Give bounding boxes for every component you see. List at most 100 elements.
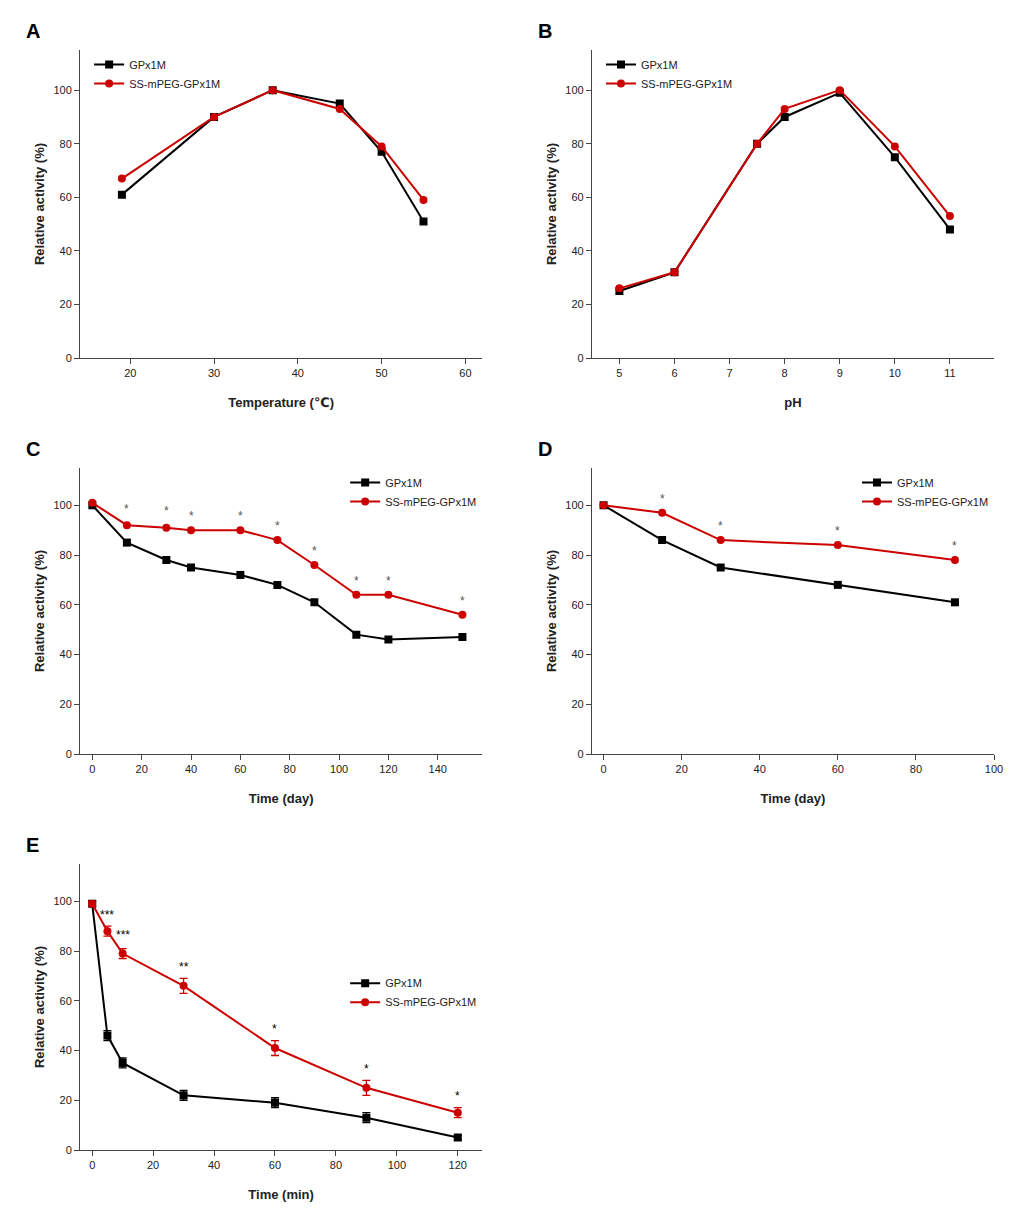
svg-text:20: 20 [147, 1159, 159, 1171]
svg-text:20: 20 [571, 298, 583, 310]
svg-text:GPx1M: GPx1M [385, 477, 422, 489]
svg-text:40: 40 [208, 1159, 220, 1171]
svg-text:20: 20 [60, 298, 72, 310]
svg-text:60: 60 [60, 599, 72, 611]
svg-text:0: 0 [66, 1144, 72, 1156]
svg-text:9: 9 [837, 367, 843, 379]
svg-text:pH: pH [784, 395, 801, 410]
svg-text:80: 80 [284, 763, 296, 775]
svg-text:100: 100 [985, 763, 1003, 775]
svg-text:10: 10 [889, 367, 901, 379]
svg-text:**: ** [179, 960, 189, 974]
svg-text:100: 100 [565, 84, 583, 96]
svg-text:40: 40 [292, 367, 304, 379]
svg-text:0: 0 [578, 352, 584, 364]
svg-text:80: 80 [60, 945, 72, 957]
svg-text:*: * [354, 574, 359, 588]
svg-text:30: 30 [208, 367, 220, 379]
svg-text:7: 7 [727, 367, 733, 379]
svg-text:60: 60 [234, 763, 246, 775]
svg-text:40: 40 [571, 245, 583, 257]
svg-text:*: * [455, 1089, 460, 1103]
svg-text:***: *** [116, 928, 130, 942]
svg-text:GPx1M: GPx1M [385, 977, 422, 989]
svg-text:40: 40 [185, 763, 197, 775]
svg-text:*: * [460, 594, 465, 608]
svg-text:SS-mPEG-GPx1M: SS-mPEG-GPx1M [385, 496, 476, 508]
svg-text:11: 11 [944, 367, 955, 379]
svg-text:D: D [538, 438, 552, 460]
svg-text:60: 60 [60, 191, 72, 203]
svg-text:60: 60 [459, 367, 471, 379]
svg-text:0: 0 [89, 1159, 95, 1171]
svg-text:Relative activity (%): Relative activity (%) [32, 946, 47, 1068]
svg-text:0: 0 [578, 748, 584, 760]
svg-text:Time (day): Time (day) [761, 791, 826, 806]
svg-text:SS-mPEG-GPx1M: SS-mPEG-GPx1M [385, 996, 476, 1008]
svg-text:Relative activity (%): Relative activity (%) [544, 143, 559, 265]
svg-text:100: 100 [565, 499, 583, 511]
svg-text:120: 120 [449, 1159, 467, 1171]
svg-text:100: 100 [53, 895, 71, 907]
svg-text:80: 80 [571, 549, 583, 561]
svg-text:40: 40 [60, 648, 72, 660]
svg-text:*: * [364, 1062, 369, 1076]
svg-text:60: 60 [269, 1159, 281, 1171]
svg-text:0: 0 [600, 763, 606, 775]
svg-text:50: 50 [375, 367, 387, 379]
svg-text:*: * [835, 524, 840, 538]
svg-text:100: 100 [388, 1159, 406, 1171]
svg-text:*: * [275, 519, 280, 533]
svg-text:40: 40 [571, 648, 583, 660]
svg-text:40: 40 [754, 763, 766, 775]
svg-text:80: 80 [910, 763, 922, 775]
svg-text:80: 80 [330, 1159, 342, 1171]
svg-text:60: 60 [832, 763, 844, 775]
svg-text:SS-mPEG-GPx1M: SS-mPEG-GPx1M [641, 78, 732, 90]
svg-text:*: * [272, 1022, 277, 1036]
svg-text:Relative activity (%): Relative activity (%) [32, 550, 47, 672]
svg-text:*: * [124, 502, 129, 516]
svg-text:Time (min): Time (min) [248, 1187, 314, 1202]
svg-text:Relative activity (%): Relative activity (%) [32, 143, 47, 265]
svg-text:100: 100 [53, 84, 71, 96]
svg-text:80: 80 [60, 549, 72, 561]
svg-text:*: * [718, 519, 723, 533]
svg-text:GPx1M: GPx1M [897, 477, 934, 489]
svg-text:SS-mPEG-GPx1M: SS-mPEG-GPx1M [897, 496, 988, 508]
svg-text:E: E [26, 834, 39, 856]
svg-text:100: 100 [330, 763, 348, 775]
svg-text:*: * [238, 509, 243, 523]
svg-text:20: 20 [60, 698, 72, 710]
svg-text:0: 0 [89, 763, 95, 775]
svg-text:20: 20 [124, 367, 136, 379]
svg-text:SS-mPEG-GPx1M: SS-mPEG-GPx1M [129, 78, 220, 90]
svg-text:5: 5 [616, 367, 622, 379]
svg-text:*: * [164, 504, 169, 518]
svg-text:Time (day): Time (day) [249, 791, 314, 806]
svg-text:*: * [386, 574, 391, 588]
svg-text:GPx1M: GPx1M [129, 59, 166, 71]
svg-text:20: 20 [571, 698, 583, 710]
svg-text:100: 100 [53, 499, 71, 511]
svg-text:*: * [952, 539, 957, 553]
svg-text:40: 40 [60, 245, 72, 257]
svg-text:6: 6 [671, 367, 677, 379]
svg-text:60: 60 [571, 191, 583, 203]
svg-text:A: A [26, 20, 40, 42]
svg-text:60: 60 [60, 995, 72, 1007]
svg-text:Temperature (℃): Temperature (℃) [228, 395, 334, 410]
svg-text:80: 80 [571, 138, 583, 150]
svg-text:20: 20 [136, 763, 148, 775]
svg-text:C: C [26, 438, 40, 460]
svg-text:8: 8 [782, 367, 788, 379]
svg-text:20: 20 [676, 763, 688, 775]
svg-text:0: 0 [66, 352, 72, 364]
svg-text:*: * [312, 544, 317, 558]
svg-text:40: 40 [60, 1044, 72, 1056]
svg-text:GPx1M: GPx1M [641, 59, 678, 71]
svg-text:Relative activity (%): Relative activity (%) [544, 550, 559, 672]
svg-text:*: * [660, 492, 665, 506]
svg-text:140: 140 [429, 763, 447, 775]
svg-text:0: 0 [66, 748, 72, 760]
